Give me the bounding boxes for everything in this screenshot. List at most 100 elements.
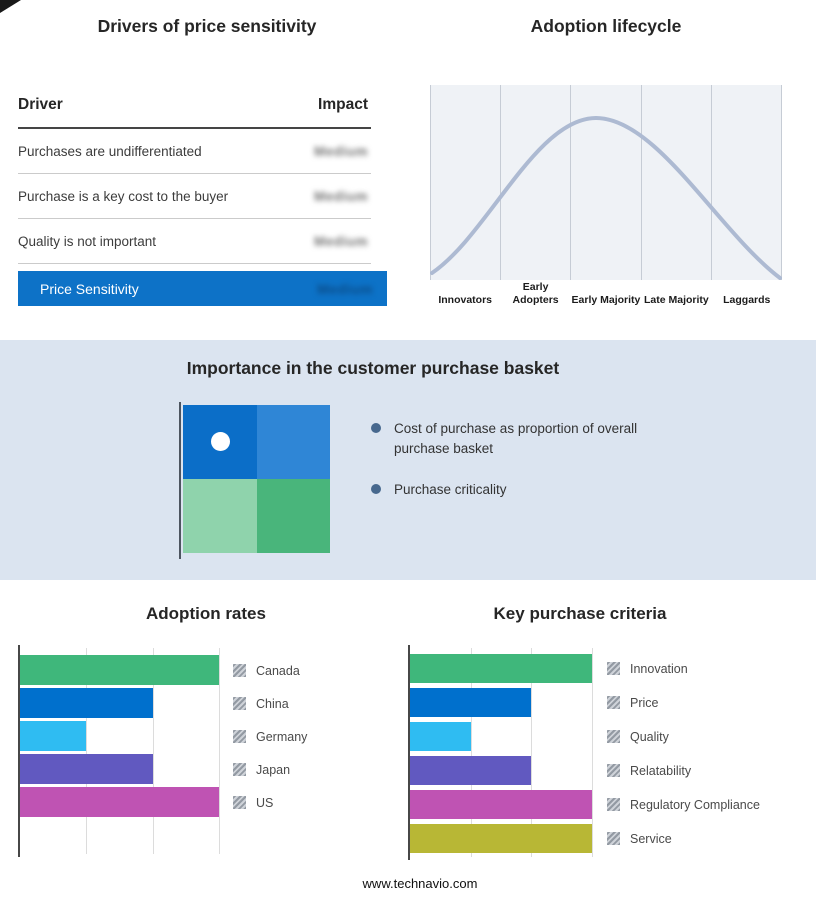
- y-axis: [408, 645, 410, 860]
- stage-label-laggards: Laggards: [723, 294, 771, 307]
- quadrant-top-right: [256, 405, 330, 479]
- bar-price: [410, 688, 532, 717]
- price-sensitivity-row: Price Sensitivity Medium: [18, 271, 387, 306]
- legend-marker-icon: [607, 764, 620, 777]
- legend-marker-icon: [233, 796, 246, 809]
- legend-label: Regulatory Compliance: [630, 797, 760, 812]
- stage-label-late-majority: Late Majority: [643, 294, 709, 307]
- drivers-table-header: Driver Impact: [18, 90, 371, 129]
- stage-label-early-adopters: Early Adopters: [512, 281, 559, 307]
- adoption-rates-bars: [20, 655, 219, 820]
- legend-marker-icon: [233, 730, 246, 743]
- legend-label: Relatability: [630, 763, 692, 778]
- legend-label: US: [256, 795, 274, 810]
- legend-marker-icon: [607, 696, 620, 709]
- impact-value: Medium: [313, 143, 368, 159]
- legend-label: Japan: [256, 762, 291, 777]
- quadrant-graphic: [183, 405, 330, 553]
- price-sensitivity-label: Price Sensitivity: [40, 280, 139, 297]
- price-sensitivity-impact: Medium: [317, 280, 373, 297]
- bar-us: [20, 787, 219, 817]
- adoption-rates-legend: Canada China Germany Japan US: [233, 664, 308, 810]
- legend-item: Canada: [233, 664, 307, 678]
- bar-japan: [20, 754, 153, 784]
- stage-label-innovators: Innovators: [438, 294, 493, 307]
- legend-label: Service: [630, 831, 672, 846]
- legend-item: Quality: [607, 729, 760, 744]
- legend-label: Germany: [256, 729, 308, 744]
- legend-label: China: [256, 696, 289, 711]
- legend-item: Germany: [233, 729, 308, 744]
- drivers-table: Driver Impact Purchases are undifferenti…: [18, 90, 371, 264]
- impact-value: Medium: [313, 188, 368, 204]
- quadrant-top-left: [183, 405, 257, 479]
- basket-title: Importance in the customer purchase bask…: [186, 358, 560, 378]
- legend-label: Price: [630, 695, 659, 710]
- gridline: [592, 648, 593, 857]
- bullet-item: Purchase criticality: [371, 480, 507, 500]
- gridline: [641, 85, 642, 280]
- gridline: [531, 648, 532, 857]
- lifecycle-curve-path: [430, 115, 782, 280]
- legend-item: Innovation: [607, 661, 760, 676]
- legend-item: Japan: [233, 762, 307, 777]
- key-purchase-criteria-legend: Innovation Price Quality Relatability Re…: [607, 661, 760, 846]
- lifecycle-chart: [430, 85, 782, 280]
- legend-item: Regulatory Compliance: [607, 797, 760, 812]
- impact-value: Medium: [313, 233, 368, 249]
- legend-label: Innovation: [630, 661, 688, 676]
- y-axis: [18, 645, 20, 857]
- legend-marker-icon: [233, 763, 246, 776]
- legend-marker-icon: [233, 697, 246, 710]
- legend-marker-icon: [607, 730, 620, 743]
- bullet-text: Purchase criticality: [394, 482, 507, 497]
- gridline: [500, 85, 501, 280]
- driver-name: Purchase is a key cost to the buyer: [18, 188, 229, 204]
- gridline: [430, 85, 431, 280]
- legend-item: US: [233, 795, 307, 810]
- bar-innovation: [410, 654, 592, 683]
- quadrant-axis: [179, 402, 181, 559]
- bar-canada: [20, 655, 219, 685]
- legend-marker-icon: [607, 798, 620, 811]
- bell-curve: [430, 115, 782, 280]
- legend-marker-icon: [607, 662, 620, 675]
- legend-item: China: [233, 696, 307, 711]
- gridline: [471, 648, 472, 857]
- gridline: [153, 648, 154, 854]
- legend-marker-icon: [607, 832, 620, 845]
- gridline: [219, 648, 220, 854]
- driver-name: Quality is not important: [18, 233, 157, 249]
- table-row: Purchase is a key cost to the buyer Medi…: [18, 174, 371, 219]
- driver-name: Purchases are undifferentiated: [18, 143, 202, 159]
- legend-item: Service: [607, 831, 760, 846]
- bar-china: [20, 688, 153, 718]
- adoption-rates-title: Adoption rates: [146, 604, 266, 623]
- legend-label: Quality: [630, 729, 669, 744]
- legend-item: Price: [607, 695, 760, 710]
- column-header-impact: Impact: [318, 96, 368, 113]
- bar-service: [410, 824, 592, 853]
- key-purchase-criteria-title: Key purchase criteria: [493, 604, 667, 623]
- bar-germany: [20, 721, 87, 751]
- bar-quality: [410, 722, 471, 751]
- gridline: [570, 85, 571, 280]
- lifecycle-stage-labels: Innovators Early Adopters Early Majority…: [430, 281, 782, 307]
- corner-mark: [0, 0, 21, 13]
- table-row: Quality is not important Medium: [18, 219, 371, 264]
- drivers-title: Drivers of price sensitivity: [97, 16, 317, 36]
- legend-marker-icon: [233, 664, 246, 677]
- lifecycle-title: Adoption lifecycle: [530, 16, 682, 36]
- bullet-icon: [371, 484, 381, 494]
- gridline: [711, 85, 712, 280]
- gridline: [781, 85, 782, 280]
- gridline: [86, 648, 87, 854]
- bullet-item: Cost of purchase as proportion of overal…: [371, 419, 639, 458]
- key-purchase-criteria-bars: [410, 654, 592, 858]
- bar-relatability: [410, 756, 532, 785]
- quadrant-bottom-left: [183, 479, 257, 553]
- bar-regulatory-compliance: [410, 790, 592, 819]
- bullet-text: Cost of purchase as proportion of overal…: [394, 421, 638, 456]
- quadrant-bottom-right: [256, 479, 330, 553]
